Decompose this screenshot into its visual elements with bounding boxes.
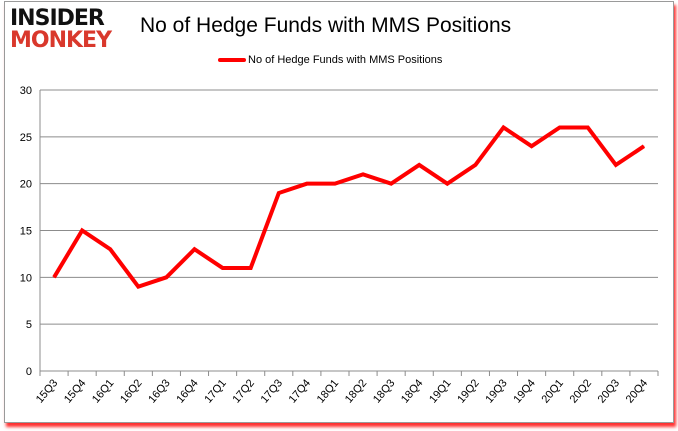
data-point [446,183,448,185]
data-point [362,173,364,175]
x-tick-label: 16Q2 [118,377,144,405]
x-tick-label: 20Q2 [568,377,594,405]
x-tick-label: 18Q1 [315,377,341,405]
legend-label: No of Hedge Funds with MMS Positions [248,54,443,66]
x-tick-label: 19Q2 [455,377,481,405]
series-line [52,124,646,290]
x-tick-label: 17Q4 [287,377,313,405]
data-point [250,267,252,269]
y-tick-label: 30 [20,85,32,97]
x-tick-label: 20Q4 [624,377,650,405]
x-tick-label: 15Q4 [62,377,88,405]
logo-line1: INSIDER [10,6,105,31]
x-tick-label: 20Q3 [596,377,622,405]
y-tick-label: 10 [20,272,32,284]
chart-frame [4,1,674,423]
data-point [615,164,617,166]
data-point [194,248,195,250]
x-tick-label: 16Q4 [174,377,200,405]
x-tick-label: 17Q3 [259,377,285,405]
y-tick-label: 5 [26,319,32,331]
x-tick-label: 20Q1 [539,377,565,405]
data-point [165,276,167,278]
data-point [503,126,504,128]
data-point [278,192,280,194]
data-point [222,267,224,269]
x-tick-label: 18Q2 [343,377,369,405]
legend-swatch [218,58,246,62]
y-tick-label: 20 [20,179,32,191]
insider-monkey-logo: INSIDER MONKEY [10,6,112,53]
x-tick-label: 19Q4 [511,377,537,405]
data-point [643,145,645,147]
data-point [531,145,533,147]
data-point [306,183,308,185]
x-tick-label: 19Q3 [483,377,509,405]
y-tick-label: 15 [20,226,32,238]
x-tick-label: 18Q3 [371,377,397,405]
data-point [418,164,420,166]
x-tick-label: 16Q1 [90,377,116,405]
x-tick-label: 18Q4 [399,377,425,405]
x-tick-label: 15Q3 [34,377,60,405]
logo-line2: MONKEY [10,28,112,53]
y-tick-label: 25 [20,132,32,144]
data-point [559,126,561,128]
data-point [137,286,139,288]
x-tick-label: 16Q3 [146,377,172,405]
data-point [334,183,336,185]
data-point [390,183,392,185]
data-point [81,230,83,231]
legend: No of Hedge Funds with MMS Positions [218,54,442,66]
x-tick-label: 19Q1 [427,377,453,405]
data-point [53,276,55,278]
data-point [109,248,111,250]
data-point [587,126,589,128]
x-tick-label: 17Q2 [230,377,256,405]
x-tick-label: 17Q1 [202,377,228,405]
data-point [474,164,476,166]
chart-title: No of Hedge Funds with MMS Positions [140,14,512,37]
y-tick-label: 0 [26,366,32,378]
